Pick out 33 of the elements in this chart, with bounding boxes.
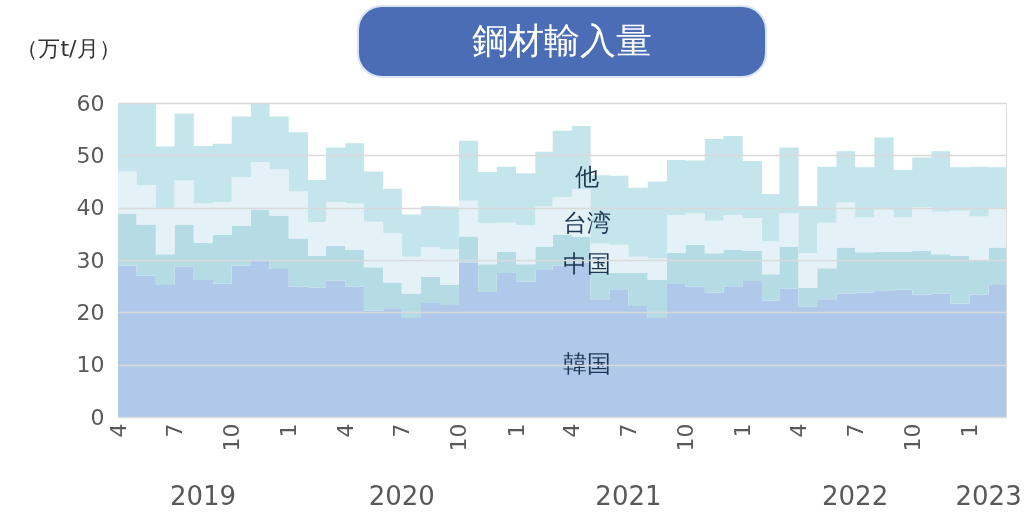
x-tick-label: 7 <box>389 423 415 438</box>
x-tick-label: 4 <box>332 423 358 438</box>
x-tick-label: 1 <box>276 423 302 438</box>
y-axis-title: （万t/月） <box>16 35 121 61</box>
y-tick-label: 10 <box>76 352 105 378</box>
chart-title: 鋼材輸入量 <box>472 20 652 61</box>
y-tick-label: 30 <box>76 247 105 273</box>
x-tick-label: 10 <box>673 423 699 452</box>
x-tick-label: 10 <box>446 423 472 452</box>
x2-tick-label: 2022 <box>822 481 889 511</box>
x2-tick-label: 2021 <box>595 481 662 511</box>
x-tick-label: 4 <box>786 423 812 438</box>
x2-tick-label: 2019 <box>169 481 237 511</box>
x-tick-label: 10 <box>219 423 245 452</box>
series-label: 中国 <box>563 250 611 278</box>
x-tick-label: 4 <box>105 423 131 438</box>
x-tick-label: 10 <box>899 423 925 452</box>
x-tick-label: 1 <box>730 423 756 438</box>
y-tick-label: 40 <box>76 195 105 221</box>
x-tick-label: 7 <box>615 423 641 438</box>
y-tick-label: 60 <box>76 90 105 116</box>
x-tick-label: 7 <box>162 423 188 438</box>
x-tick-label: 7 <box>842 423 868 438</box>
series-label: 台湾 <box>563 209 611 237</box>
y-tick-label: 0 <box>90 404 105 430</box>
y-tick-label: 50 <box>76 142 105 168</box>
x2-tick-label: 2023 <box>955 481 1022 511</box>
x-tick-label: 1 <box>956 423 982 438</box>
x2-tick-label: 2020 <box>368 481 435 511</box>
x-tick-label: 4 <box>559 423 585 438</box>
x-tick-label: 1 <box>503 423 529 438</box>
series-label: 他 <box>575 163 599 191</box>
y-tick-label: 20 <box>76 299 105 325</box>
